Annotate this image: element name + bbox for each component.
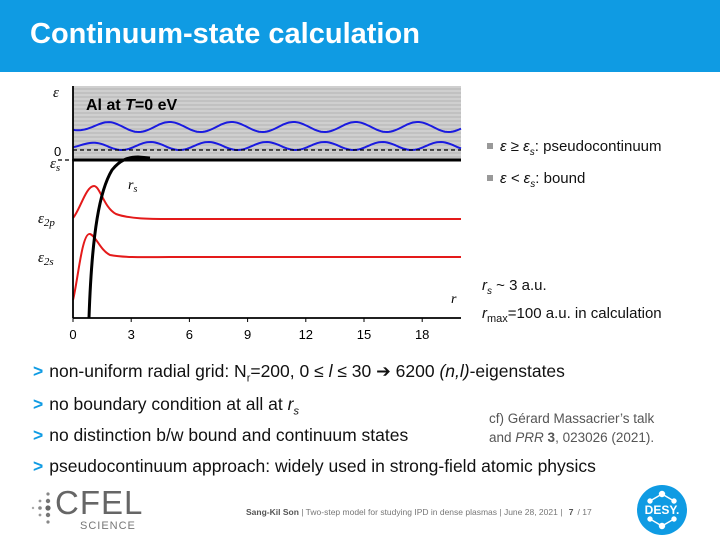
bullet-distinction: > no distinction b/w bound and continuum … — [33, 425, 408, 446]
x-tick-label: 0 — [69, 327, 76, 342]
continuum-wave-lower — [72, 140, 462, 152]
cfel-logo-text: CFEL — [55, 484, 144, 521]
potential-curve — [87, 155, 151, 319]
rs-label: rs — [128, 178, 137, 195]
x-tick-label: 12 — [299, 327, 313, 342]
title-bar: Continuum-state calculation — [0, 0, 720, 72]
bullet-text: no distinction b/w bound and continuum s… — [49, 425, 409, 445]
bullet-pseudocontinuum: ε ≥ εs: pseudocontinuum — [487, 138, 662, 158]
desy-logo: DESY. — [636, 484, 688, 536]
energy-level-figure: 0 3 6 9 12 15 18 ε Al at T=0 eV 0 εs ε2p ε2s r… — [38, 85, 462, 342]
bullet-sub: s — [293, 405, 299, 418]
x-tick-label: 9 — [244, 327, 251, 342]
citation-rest: , 023026 (2021). — [555, 430, 655, 445]
x-tick-label: 6 — [186, 327, 193, 342]
bullet-sub: r — [246, 372, 251, 385]
bullet-pseudocontinuum-approach: > pseudocontinuum approach: widely used i… — [33, 456, 596, 477]
bullet-italic: (n,l) — [439, 361, 470, 381]
footer-author: Sang-Kil Son — [246, 507, 299, 517]
footer-page-number: 7 — [568, 507, 574, 517]
level-label-zero: 0 — [54, 144, 61, 159]
footer-separator: | — [497, 507, 504, 517]
rmax-note-text: =100 a.u. in calculation — [507, 305, 662, 322]
footer-page-total: / 17 — [577, 507, 592, 517]
x-tick-label: 3 — [128, 327, 135, 342]
citation-line1: cf) Gérard Massacrier’s talk — [489, 411, 655, 426]
level-label-eps-2p: ε2p — [38, 211, 55, 229]
citation-note: cf) Gérard Massacrier’s talk and PRR 3, … — [489, 409, 654, 447]
rs-note-r: r — [482, 277, 487, 294]
arrow-icon: > — [33, 456, 44, 476]
bullet-italic: r — [287, 394, 294, 414]
level-label-eps-s: εs — [50, 156, 60, 174]
citation-and: and — [489, 430, 516, 445]
footer-talk-title: Two-step model for studying IPD in dense… — [305, 507, 498, 517]
bound-2p-curve — [72, 184, 461, 220]
citation-volume: 3 — [543, 430, 556, 445]
rs-note-text: ~ 3 a.u. — [492, 277, 547, 294]
footer-date: June 28, 2021 — [503, 507, 558, 517]
bullet-radial-grid: > non-uniform radial grid: Nr=200, 0 ≤ l … — [33, 361, 565, 385]
bullet-text: no boundary condition at all at — [49, 394, 288, 414]
bullet-text-sub: s — [530, 179, 536, 190]
x-tick-label: 15 — [357, 327, 371, 342]
bullet-text-b: : pseudocontinuum — [534, 138, 662, 155]
y-axis-label: ε — [53, 85, 59, 101]
footer-separator: | — [298, 507, 306, 517]
desy-badge-icon — [637, 485, 687, 535]
bullet-text-sub: s — [529, 147, 535, 158]
rmax-note-sub: max — [487, 313, 508, 325]
footer-separator: | — [557, 507, 565, 517]
slide-title: Continuum-state calculation — [30, 18, 420, 50]
level-label-eps-2s: ε2s — [38, 250, 54, 268]
plot-title: Al at T=0 eV — [86, 97, 177, 114]
arrow-icon: > — [33, 394, 44, 414]
citation-line2: and PRR 3, 023026 (2021). — [489, 428, 654, 447]
x-axis-label: r — [451, 292, 457, 307]
bullet-italic: l — [328, 361, 333, 381]
rmax-note-r: r — [482, 305, 487, 322]
bullet-text-a: ε ≥ ε — [500, 138, 530, 155]
footer-text: Sang-Kil Son | Two-step model for studyi… — [246, 507, 592, 517]
continuum-wave-upper — [72, 121, 462, 134]
bullet-text: non-uniform radial grid: N — [49, 361, 247, 381]
x-tick-label: 18 — [415, 327, 429, 342]
bullet-boundary: > no boundary condition at all at rs — [33, 394, 299, 418]
science-logo-text: SCIENCE — [80, 520, 136, 532]
bullet-text: -eigenstates — [469, 361, 565, 381]
bullet-text-a: ε < ε — [500, 170, 531, 187]
desy-logo-text: DESY. — [644, 503, 680, 517]
bullet-bound: ε < εs: bound — [487, 170, 585, 190]
bullet-square-icon — [487, 175, 493, 181]
bound-2s-curve — [72, 232, 461, 301]
bullet-square-icon — [487, 143, 493, 149]
bullet-text: =200, 0 ≤ — [250, 361, 329, 381]
rs-note-sub: s — [487, 286, 492, 297]
arrow-icon: > — [33, 361, 44, 381]
cfel-dots-icon — [31, 492, 51, 524]
cfel-logo: CFEL SCIENCE — [26, 484, 142, 534]
arrow-icon: > — [33, 425, 44, 445]
rs-note: rs ~ 3 a.u. — [482, 277, 547, 297]
bullet-text: ≤ 30 ➔ 6200 — [332, 361, 440, 381]
rmax-note: rmax=100 a.u. in calculation — [482, 305, 662, 325]
bullet-text: pseudocontinuum approach: widely used in… — [49, 456, 596, 476]
bullet-text-b: : bound — [535, 170, 586, 187]
citation-journal: PRR — [515, 430, 544, 445]
pseudocontinuum-shaded-region — [73, 86, 461, 160]
